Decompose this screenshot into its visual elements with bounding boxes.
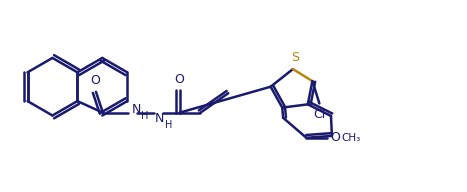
- Text: Cl: Cl: [313, 108, 325, 121]
- Text: N: N: [155, 112, 164, 125]
- Text: CH₃: CH₃: [341, 133, 361, 143]
- Text: S: S: [291, 51, 299, 65]
- Text: H: H: [165, 120, 172, 130]
- Text: O: O: [175, 73, 184, 86]
- Text: O: O: [330, 131, 340, 144]
- Text: H: H: [142, 111, 149, 121]
- Text: O: O: [90, 74, 100, 87]
- Text: N: N: [132, 103, 141, 116]
